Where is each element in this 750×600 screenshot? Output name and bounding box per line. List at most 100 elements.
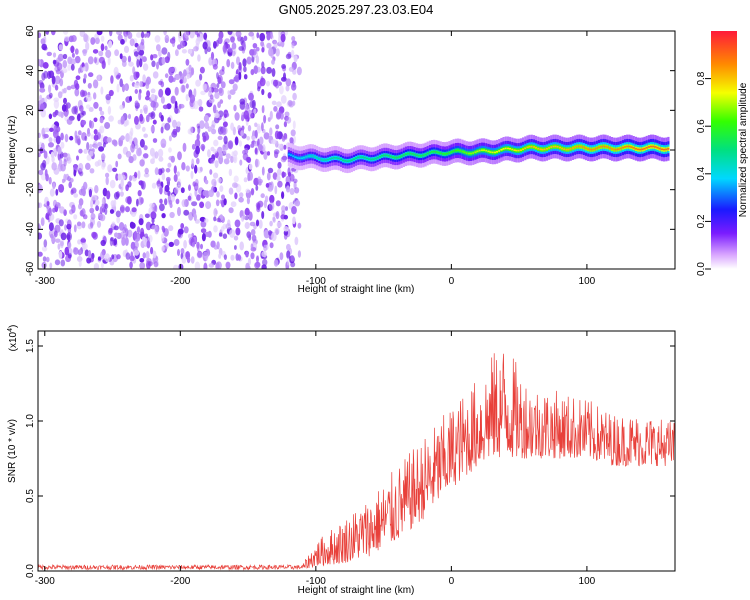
spectrogram-noise-blob	[248, 171, 253, 181]
spectrogram-noise-blob	[141, 56, 147, 63]
spectrogram-noise-blob	[116, 216, 121, 224]
spectrogram-noise-blob	[121, 236, 126, 246]
spectrogram-noise-blob	[203, 262, 208, 269]
spectrogram-noise-blob	[172, 128, 178, 135]
spectrogram-noise-blob	[199, 120, 205, 129]
spectrogram-noise-blob	[45, 256, 50, 263]
spectrogram-ridge-cell	[344, 160, 347, 162]
spectrogram-noise-blob	[191, 201, 198, 207]
spectrogram-ridge-cell	[602, 145, 605, 148]
spectrogram-noise-blob	[82, 77, 87, 84]
spectrogram-noise-blob	[98, 212, 103, 220]
spectrogram-noise-blob	[100, 134, 104, 144]
spectrogram-noise-blob	[142, 153, 149, 159]
spectrogram-noise-blob	[167, 117, 172, 123]
spectrogram-noise-blob	[88, 188, 92, 198]
spectrogram-noise-blob	[38, 152, 41, 158]
spectrogram-noise-blob	[230, 155, 234, 163]
spectrogram-noise-blob	[93, 56, 97, 64]
spectrogram-ridge-cell	[478, 149, 481, 152]
spectrogram-noise-blob	[267, 92, 272, 99]
spectrogram-ridge-cell	[296, 157, 299, 159]
spectrogram-noise-blob	[67, 176, 71, 182]
spectrogram-noise-blob	[139, 109, 143, 114]
spectrogram-noise-blob	[138, 49, 145, 56]
spectrogram-noise-blob	[291, 83, 297, 91]
spectrogram-noise-blob	[78, 67, 81, 74]
spectrogram-noise-blob	[290, 129, 296, 137]
spectrogram-noise-blob	[134, 115, 139, 125]
spectrogram-noise-blob	[174, 73, 181, 81]
spectrogram-noise-blob	[128, 61, 134, 67]
spectrogram-noise-blob	[41, 43, 47, 51]
y-tick-label: -20	[25, 182, 36, 197]
spectrogram-noise-blob	[175, 49, 179, 57]
colorbar-tick-label: 0.8	[696, 71, 707, 85]
spectrogram-noise-blob	[250, 188, 255, 196]
spectrogram-noise-blob	[288, 66, 295, 72]
spectrogram-noise-blob	[149, 203, 155, 208]
spectrogram-noise-blob	[91, 231, 97, 239]
spectrogram-noise-blob	[289, 137, 294, 144]
spectrogram-noise-blob	[242, 58, 247, 67]
spectrogram-noise-blob	[77, 239, 82, 245]
spectrogram-noise-blob	[158, 88, 164, 98]
colorbar-tick-label: 0.2	[696, 214, 707, 228]
spectrogram-ridge-cell	[652, 145, 655, 148]
spectrogram-noise-blob	[98, 50, 104, 57]
spectrogram-ridge-cell	[589, 148, 592, 151]
spectrogram-noise-blob	[177, 44, 182, 50]
spectrogram-noise-blob	[196, 241, 200, 249]
spectrogram-noise-blob	[55, 238, 61, 243]
spectrogram-ridge-cell	[563, 148, 566, 150]
spectrogram-ridge-cell	[504, 147, 507, 150]
spectrogram-ridge-cell	[348, 160, 351, 162]
spectrogram-noise-blob	[152, 54, 158, 59]
spectrogram-noise-blob	[164, 184, 170, 193]
spectrogram-noise-blob	[228, 79, 235, 85]
spectrogram-noise-blob	[49, 127, 54, 132]
spectrogram-noise-blob	[85, 162, 91, 170]
spectrogram-noise-blob	[38, 58, 41, 67]
spectrogram-noise-blob	[297, 222, 302, 229]
spectrogram-noise-blob	[231, 151, 235, 157]
spectrogram-noise-blob	[275, 229, 279, 236]
spectrogram-ridge-cell	[637, 148, 640, 151]
spectrogram-noise-blob	[134, 171, 138, 178]
spectrogram-ridge-cell	[391, 156, 395, 158]
spectrogram-noise-blob	[75, 83, 80, 90]
spectrogram-noise-blob	[49, 233, 54, 239]
spectrogram-noise-blob	[139, 116, 145, 124]
spectrogram-ridge-cell	[287, 153, 290, 156]
spectrogram-noise-blob	[41, 246, 48, 252]
spectrogram-noise-blob	[245, 262, 250, 269]
spectrogram-noise-blob	[183, 239, 188, 249]
spectrogram-noise-blob	[152, 119, 157, 125]
spectrogram-noise-blob	[250, 243, 254, 250]
spectrogram-ridge-cell	[539, 148, 542, 151]
spectrogram-noise-blob	[181, 199, 187, 208]
spectrogram-noise-blob	[161, 57, 166, 65]
spectrogram-noise-blob	[234, 245, 237, 250]
spectrogram-noise-blob	[273, 106, 278, 112]
spectrogram-noise-blob	[195, 79, 201, 87]
spectrogram-noise-blob	[142, 74, 146, 83]
spectrogram-ridge-cell	[292, 155, 295, 157]
spectrogram-noise-blob	[266, 32, 271, 41]
spectrogram-noise-blob	[183, 69, 187, 77]
spectrogram-noise-blob	[208, 57, 213, 66]
spectrogram-ridge-cell	[500, 149, 503, 151]
spectrogram-noise-blob	[42, 256, 47, 262]
spectrogram-noise-blob	[277, 180, 283, 188]
spectrogram-noise-blob	[218, 155, 224, 165]
spectrogram-noise-blob	[105, 49, 112, 59]
spectrogram-noise-blob	[168, 135, 172, 142]
spectrogram-noise-blob	[193, 46, 199, 52]
spectrogram-noise-blob	[117, 153, 122, 160]
spectrogram-noise-blob	[119, 191, 124, 197]
spectrogram-ridge-cell	[650, 145, 653, 148]
spectrogram-noise-blob	[243, 35, 248, 41]
spectrogram-noise-blob	[285, 53, 292, 60]
spectrogram-noise-blob	[266, 66, 272, 74]
spectrogram-noise-blob	[53, 99, 60, 109]
